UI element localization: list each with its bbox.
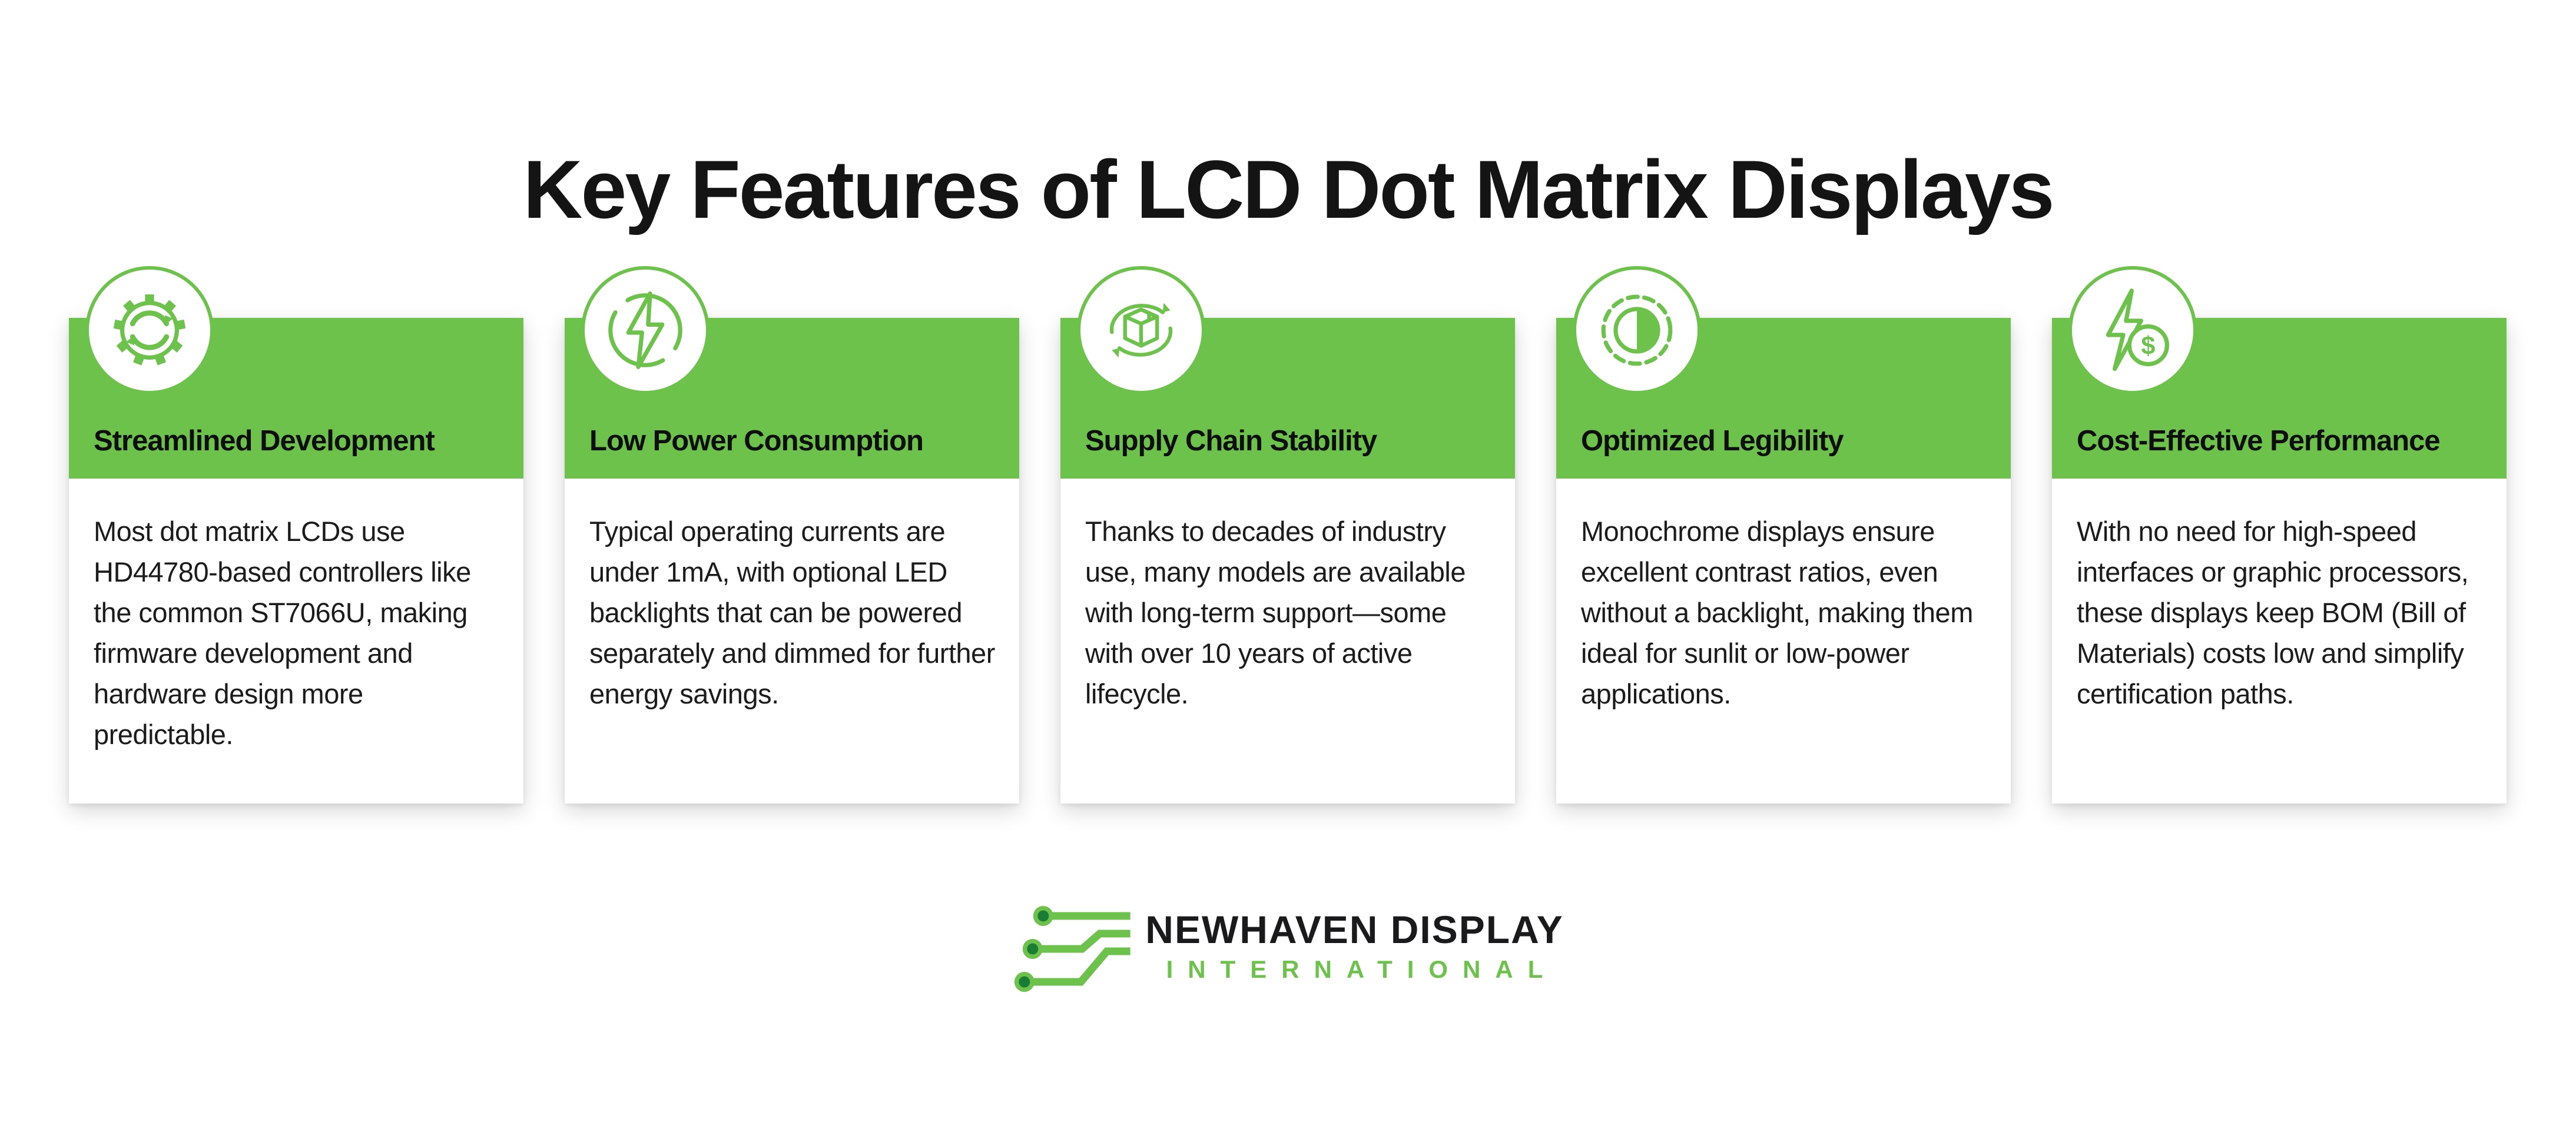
card-body-text: Thanks to decades of industry use, many … [1085, 516, 1466, 709]
card-body-text: Typical operating currents are under 1mA… [589, 516, 995, 709]
card-header: Cost-Effective Performance [2052, 318, 2507, 479]
feature-card-low-power-consumption: Low Power Consumption Typical operating … [565, 266, 1019, 804]
contrast-icon [1573, 266, 1701, 394]
lightning-circle-icon [581, 266, 710, 394]
package-cycle-icon [1077, 266, 1205, 394]
card-body-text: With no need for high-speed interfaces o… [2077, 516, 2469, 709]
svg-text:$: $ [2141, 332, 2155, 360]
card-title: Cost-Effective Performance [2077, 424, 2441, 457]
logo-subtitle: INTERNATIONAL [1166, 955, 1558, 983]
card-title: Low Power Consumption [589, 424, 924, 457]
logo-company-name: NEWHAVEN DISPLAY [1145, 908, 1564, 951]
bolt-dollar-icon: $ [2068, 266, 2197, 394]
page-title: Key Features of LCD Dot Matrix Displays [523, 142, 2054, 235]
card-body-text: Most dot matrix LCDs use HD44780-based c… [94, 516, 471, 750]
card-title: Streamlined Development [94, 424, 435, 457]
feature-card-streamlined-development: Streamlined Development Most dot matrix … [69, 266, 523, 804]
feature-cards-row: Streamlined Development Most dot matrix … [69, 266, 2507, 804]
newhaven-display-logo: NEWHAVEN DISPLAY INTERNATIONAL [1012, 896, 1563, 996]
feature-card-optimized-legibility: Optimized Legibility Monochrome displays… [1556, 266, 2011, 804]
gear-sync-icon [85, 266, 214, 394]
card-body-text: Monochrome displays ensure excellent con… [1581, 516, 1973, 709]
card-title: Optimized Legibility [1581, 424, 1844, 457]
feature-card-cost-effective-performance: $ Cost-Effective Performance With no nee… [2052, 266, 2507, 804]
feature-card-supply-chain-stability: Supply Chain Stability Thanks to decades… [1060, 266, 1515, 804]
card-title: Supply Chain Stability [1085, 424, 1377, 457]
circuit-traces-icon [1012, 896, 1130, 996]
logo-text: NEWHAVEN DISPLAY INTERNATIONAL [1145, 910, 1563, 982]
